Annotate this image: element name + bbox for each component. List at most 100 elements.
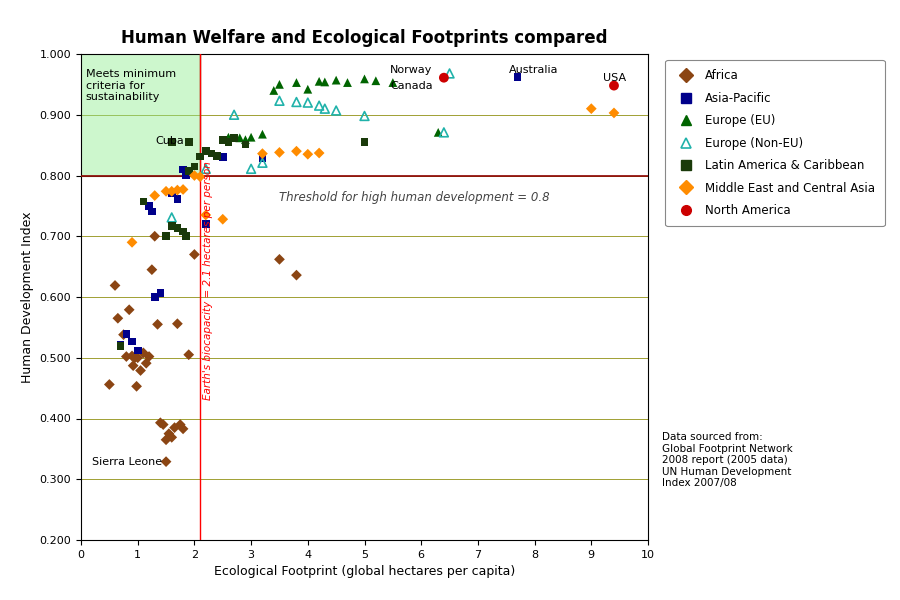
Point [142, 352, 157, 361]
Point [170, 223, 184, 233]
Text: Meets minimum
criteria for
sustainability: Meets minimum criteria for sustainabilit… [86, 69, 176, 103]
Point [210, 151, 224, 161]
Text: USA: USA [603, 73, 625, 83]
Point [357, 74, 372, 84]
Point [273, 254, 287, 264]
Point [113, 340, 128, 350]
Point [607, 81, 621, 91]
Point [148, 232, 162, 241]
Text: Norway: Norway [391, 65, 433, 74]
Point [173, 420, 187, 430]
Text: Earth's biocapacity = 2.1 hectares per person: Earth's biocapacity = 2.1 hectares per p… [202, 161, 213, 400]
Point [238, 140, 253, 149]
Point [179, 170, 194, 180]
Point [256, 149, 270, 158]
Point [584, 104, 598, 113]
Point [176, 185, 190, 194]
Point [159, 232, 174, 241]
Point [165, 187, 179, 196]
Point [130, 382, 144, 391]
Point [256, 130, 270, 139]
Point [136, 197, 150, 206]
Point [431, 128, 446, 137]
Point [125, 351, 140, 361]
Point [266, 86, 281, 95]
Point [125, 337, 140, 346]
Point [122, 305, 137, 314]
Point [148, 191, 162, 200]
Point [159, 187, 174, 196]
Point [301, 85, 315, 94]
Point [130, 346, 145, 355]
Point [221, 133, 236, 142]
Point [170, 194, 184, 204]
Point [130, 353, 145, 362]
Point [199, 146, 213, 156]
Point [329, 106, 344, 115]
Point [216, 214, 230, 224]
Point [199, 210, 213, 220]
Point [227, 110, 241, 119]
Point [156, 420, 170, 430]
Point [136, 348, 150, 358]
Point [256, 153, 270, 163]
Point [187, 170, 202, 180]
Point [165, 433, 179, 442]
Point [357, 137, 372, 147]
Point [193, 172, 207, 182]
Point [153, 288, 167, 298]
Point [273, 80, 287, 89]
Point [150, 320, 165, 329]
Point [357, 111, 372, 121]
Point [128, 353, 142, 362]
Point [187, 250, 202, 259]
Point [176, 164, 190, 174]
Point [318, 77, 332, 87]
Point [289, 78, 303, 88]
Text: Sierra Leone: Sierra Leone [92, 457, 162, 467]
Point [119, 352, 133, 361]
Point [436, 73, 451, 82]
Point [139, 358, 153, 368]
Point [221, 137, 236, 147]
Title: Human Welfare and Ecological Footprints compared: Human Welfare and Ecological Footprints … [122, 29, 608, 47]
Point [436, 128, 451, 137]
Point [176, 424, 190, 434]
Point [289, 271, 303, 280]
Point [159, 435, 174, 445]
Point [125, 238, 140, 247]
Point [216, 152, 230, 162]
Point [187, 161, 202, 171]
Point [238, 135, 253, 145]
Point [510, 72, 525, 82]
Point [301, 149, 315, 159]
Point [111, 313, 125, 323]
Text: Canada: Canada [390, 81, 433, 91]
Point [170, 319, 184, 329]
Point [167, 423, 182, 433]
Text: Cuba: Cuba [156, 136, 184, 146]
Point [607, 108, 621, 118]
Point [145, 206, 159, 216]
Point [204, 149, 219, 158]
Point [102, 380, 117, 389]
Point [318, 104, 332, 113]
Point [232, 133, 247, 143]
Point [256, 158, 270, 167]
Point [273, 96, 287, 106]
Point [133, 366, 148, 376]
Legend: Africa, Asia-Pacific, Europe (EU), Europe (Non-EU), Latin America & Caribbean, M: Africa, Asia-Pacific, Europe (EU), Europ… [665, 60, 885, 226]
Point [199, 219, 213, 229]
Point [244, 164, 258, 173]
Point [142, 201, 157, 211]
Text: Data sourced from:
Global Footprint Network
2008 report (2005 data)
UN Human Dev: Data sourced from: Global Footprint Netw… [662, 432, 792, 488]
Point [182, 350, 196, 359]
X-axis label: Ecological Footprint (global hectares per capita): Ecological Footprint (global hectares pe… [214, 565, 515, 578]
Point [199, 164, 213, 173]
Point [227, 133, 241, 143]
Point [289, 146, 303, 156]
Point [244, 133, 258, 142]
Point [113, 341, 128, 351]
Point [312, 101, 327, 110]
Point [162, 429, 176, 439]
